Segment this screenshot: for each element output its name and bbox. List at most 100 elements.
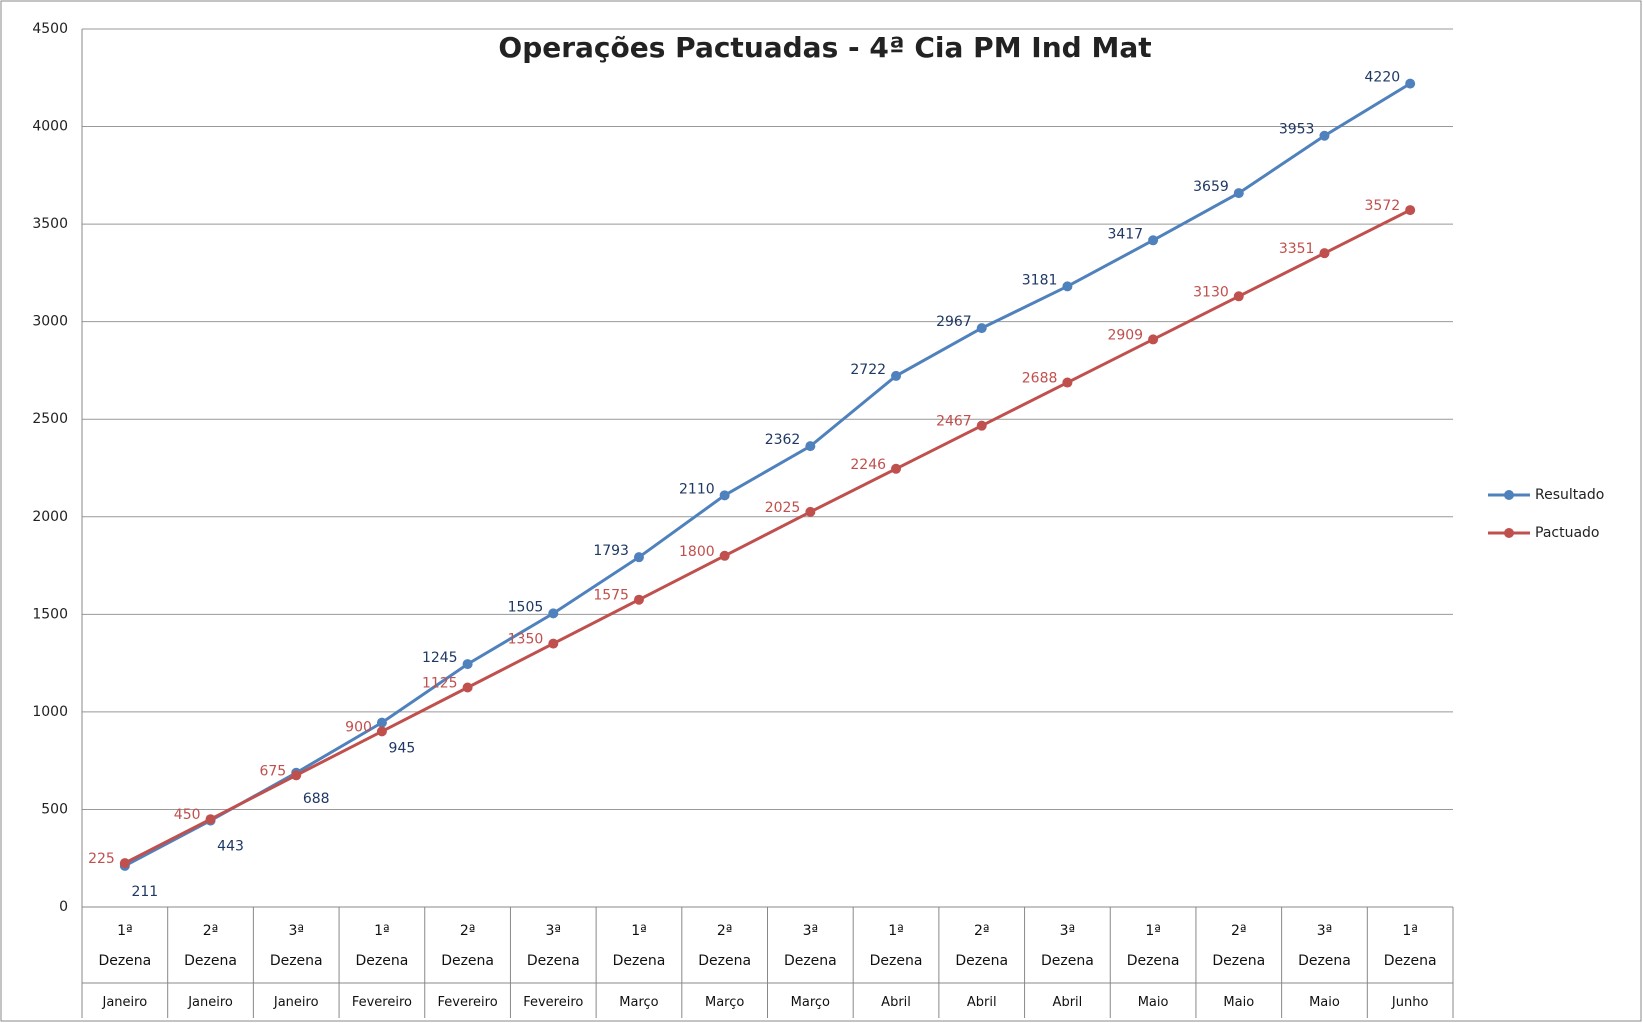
- data-label: 3417: [1107, 226, 1143, 242]
- point: [1233, 188, 1244, 199]
- point: [548, 638, 559, 649]
- data-label: 2967: [936, 314, 972, 330]
- point: [1319, 130, 1330, 141]
- y-tick-label: 1000: [32, 704, 68, 720]
- x-tick-label: 1ª Dezena: [1126, 923, 1180, 969]
- point: [462, 682, 473, 693]
- point: [633, 552, 644, 563]
- data-label: 2909: [1107, 327, 1143, 343]
- data-label: 1245: [422, 650, 458, 666]
- data-label: 2688: [1022, 371, 1058, 387]
- point: [376, 726, 387, 737]
- data-label: 1575: [593, 588, 629, 604]
- data-label: 4220: [1365, 70, 1401, 86]
- point: [805, 506, 816, 517]
- x-tick-label: 1ª Dezena: [98, 923, 152, 969]
- x-tick-label: 3ª Dezena: [1041, 923, 1094, 969]
- legend-marker: [1504, 490, 1514, 500]
- data-label: 675: [259, 763, 286, 779]
- data-label: 1505: [508, 599, 544, 615]
- x-group-label: Fevereiro: [523, 995, 584, 1010]
- x-tick-label: 2ª Dezena: [184, 923, 237, 969]
- x-tick-label: 2ª Dezena: [1212, 923, 1266, 969]
- point: [1148, 235, 1159, 246]
- x-group-label: Fevereiro: [437, 995, 498, 1010]
- data-label: 1793: [593, 543, 629, 559]
- point: [1062, 281, 1073, 292]
- y-tick-label: 4000: [32, 119, 68, 135]
- data-label: 225: [88, 851, 115, 867]
- point: [1148, 334, 1159, 345]
- point: [1405, 78, 1416, 89]
- data-label: 2362: [765, 432, 801, 448]
- data-label: 2467: [936, 414, 972, 430]
- x-tick-label: 3ª Dezena: [783, 923, 837, 969]
- x-group-label: Maio: [1309, 995, 1340, 1010]
- data-label: 2110: [679, 481, 715, 497]
- data-label: 211: [131, 884, 158, 900]
- x-group-label: Janeiro: [273, 995, 319, 1010]
- data-label: 2722: [850, 362, 886, 378]
- point: [633, 594, 644, 605]
- x-tick-label: 2ª Dezena: [955, 923, 1009, 969]
- x-tick-label: 1ª Dezena: [612, 923, 666, 969]
- point: [976, 420, 987, 431]
- series-line: [124, 208, 1411, 865]
- x-group-label: Abril: [1052, 995, 1083, 1010]
- data-label: 3130: [1193, 284, 1229, 300]
- point: [805, 441, 816, 452]
- point: [205, 814, 216, 825]
- point: [891, 370, 902, 381]
- data-label: 1350: [508, 632, 544, 648]
- point: [119, 858, 130, 869]
- data-label: 2246: [850, 457, 886, 473]
- point: [291, 770, 302, 781]
- x-tick-label: 2ª Dezena: [698, 923, 752, 969]
- x-tick-label: 1ª Dezena: [355, 923, 409, 969]
- series-line: [124, 82, 1411, 868]
- y-tick-label: 2000: [32, 509, 68, 525]
- x-group-label: Maio: [1223, 995, 1255, 1010]
- x-tick-label: 1ª Dezena: [869, 923, 923, 969]
- point: [548, 608, 559, 619]
- y-tick-label: 500: [41, 801, 68, 817]
- data-label: 3181: [1022, 272, 1058, 288]
- x-group-label: Janeiro: [102, 995, 148, 1010]
- x-tick-label: 1ª Dezena: [1383, 923, 1437, 969]
- x-group-label: Janeiro: [188, 995, 233, 1010]
- point: [719, 550, 730, 561]
- x-group-label: Junho: [1391, 995, 1429, 1010]
- x-group-label: Fevereiro: [351, 995, 412, 1010]
- point: [376, 717, 387, 728]
- point: [1233, 291, 1244, 302]
- legend-label: Resultado: [1535, 487, 1604, 503]
- data-label: 3659: [1193, 179, 1229, 195]
- data-label: 1125: [422, 676, 458, 692]
- point: [891, 463, 902, 474]
- legend-label: Pactuado: [1535, 525, 1599, 541]
- x-group-label: Março: [619, 995, 659, 1010]
- x-group-label: Abril: [966, 995, 997, 1010]
- data-label: 900: [345, 719, 372, 735]
- data-label: 1800: [679, 544, 715, 560]
- chart-title: Operações Pactuadas - 4ª Cia PM Ind Mat: [498, 31, 1151, 64]
- x-group-label: Março: [704, 995, 745, 1010]
- x-tick-label: 3ª Dezena: [526, 923, 580, 969]
- y-tick-label: 3500: [32, 216, 68, 232]
- y-tick-label: 1500: [32, 606, 68, 622]
- point: [462, 659, 473, 670]
- data-label: 688: [303, 791, 330, 807]
- y-tick-label: 4500: [32, 21, 68, 37]
- point: [976, 323, 987, 334]
- y-tick-label: 3000: [32, 314, 68, 330]
- point: [719, 490, 730, 501]
- x-tick-label: 3ª Dezena: [269, 923, 323, 969]
- x-tick-label: 3ª Dezena: [1298, 923, 1351, 969]
- data-label: 443: [217, 839, 244, 855]
- legend-marker: [1504, 528, 1514, 538]
- x-group-label: Maio: [1137, 995, 1169, 1010]
- point: [1319, 248, 1330, 259]
